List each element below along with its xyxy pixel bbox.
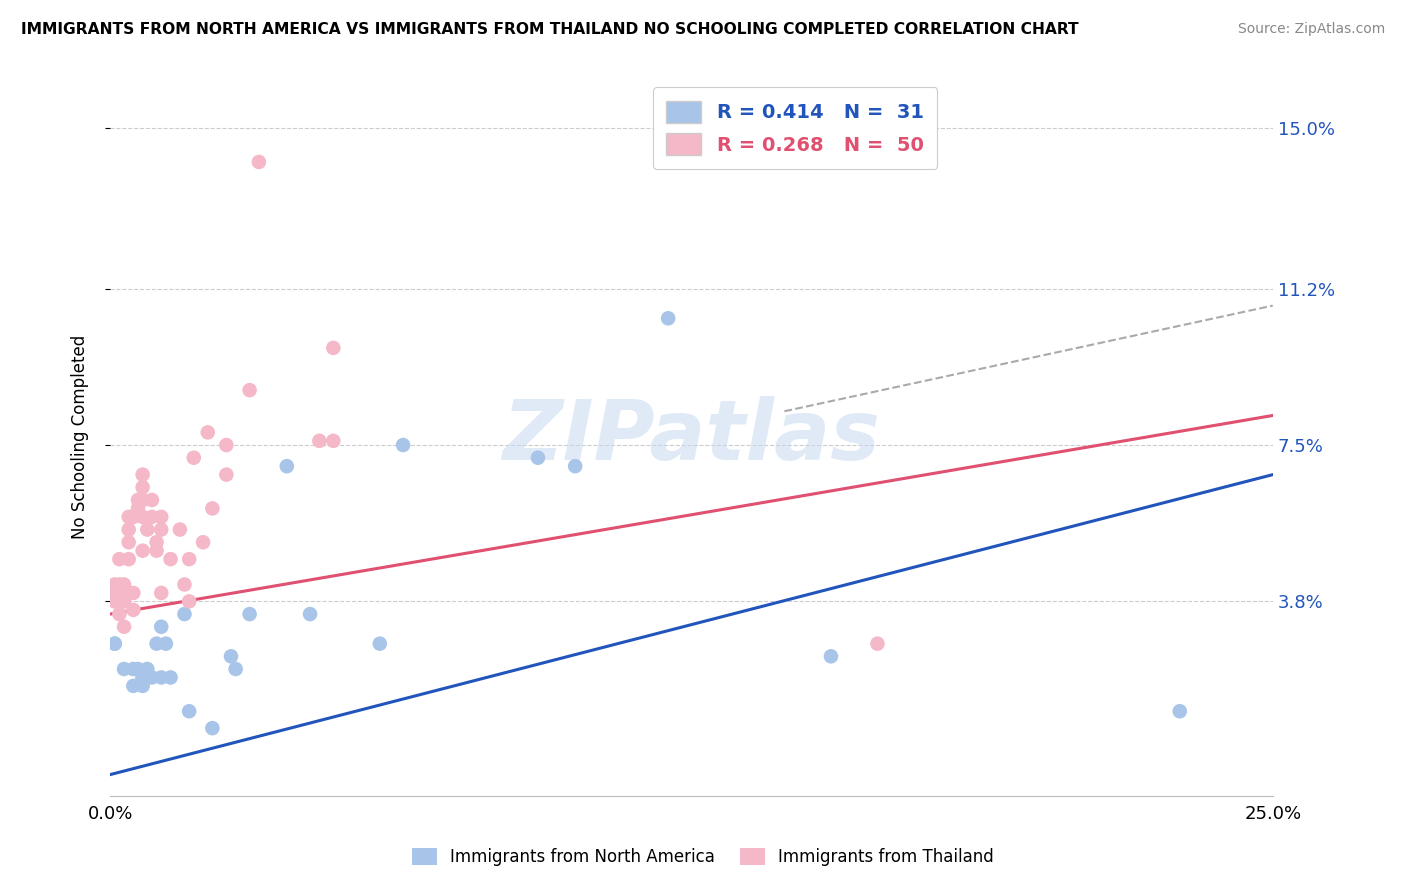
Point: [299, 607, 322, 621]
Point: [239, 607, 262, 621]
Point: [179, 552, 201, 566]
Point: [118, 586, 141, 600]
Point: [239, 383, 262, 397]
Point: [368, 637, 391, 651]
Point: [392, 438, 415, 452]
Point: [527, 450, 550, 465]
Point: [183, 450, 205, 465]
Point: [225, 662, 247, 676]
Point: [564, 459, 586, 474]
Point: [308, 434, 330, 448]
Point: [118, 523, 141, 537]
Point: [127, 662, 149, 676]
Point: [150, 509, 173, 524]
Point: [820, 649, 842, 664]
Point: [136, 523, 159, 537]
Point: [173, 607, 195, 621]
Text: Source: ZipAtlas.com: Source: ZipAtlas.com: [1237, 22, 1385, 37]
Point: [122, 662, 145, 676]
Point: [155, 637, 177, 651]
Point: [131, 679, 153, 693]
Point: [112, 662, 135, 676]
Point: [159, 670, 181, 684]
Point: [191, 535, 214, 549]
Text: IMMIGRANTS FROM NORTH AMERICA VS IMMIGRANTS FROM THAILAND NO SCHOOLING COMPLETED: IMMIGRANTS FROM NORTH AMERICA VS IMMIGRA…: [21, 22, 1078, 37]
Point: [112, 594, 135, 608]
Point: [866, 637, 889, 651]
Point: [141, 493, 163, 508]
Legend: Immigrants from North America, Immigrants from Thailand: Immigrants from North America, Immigrant…: [404, 840, 1002, 875]
Point: [118, 535, 141, 549]
Point: [108, 607, 131, 621]
Point: [322, 341, 344, 355]
Point: [104, 637, 127, 651]
Point: [104, 577, 127, 591]
Point: [127, 493, 149, 508]
Point: [141, 509, 163, 524]
Point: [657, 311, 679, 326]
Point: [145, 637, 167, 651]
Point: [104, 637, 127, 651]
Y-axis label: No Schooling Completed: No Schooling Completed: [72, 334, 89, 539]
Point: [104, 594, 127, 608]
Point: [201, 501, 224, 516]
Point: [112, 620, 135, 634]
Point: [118, 552, 141, 566]
Point: [169, 523, 191, 537]
Point: [122, 586, 145, 600]
Point: [145, 535, 167, 549]
Point: [131, 509, 153, 524]
Point: [150, 620, 173, 634]
Point: [136, 662, 159, 676]
Point: [150, 586, 173, 600]
Point: [131, 480, 153, 494]
Point: [127, 501, 149, 516]
Text: ZIPatlas: ZIPatlas: [502, 396, 880, 477]
Point: [150, 670, 173, 684]
Point: [179, 704, 201, 718]
Point: [118, 509, 141, 524]
Point: [108, 552, 131, 566]
Point: [219, 649, 242, 664]
Point: [131, 543, 153, 558]
Point: [1168, 704, 1191, 718]
Legend: R = 0.414   N =  31, R = 0.268   N =  50: R = 0.414 N = 31, R = 0.268 N = 50: [652, 87, 938, 169]
Point: [131, 493, 153, 508]
Point: [122, 509, 145, 524]
Point: [112, 577, 135, 591]
Point: [276, 459, 298, 474]
Point: [112, 586, 135, 600]
Point: [322, 434, 344, 448]
Point: [159, 552, 181, 566]
Point: [131, 670, 153, 684]
Point: [179, 594, 201, 608]
Point: [145, 543, 167, 558]
Point: [201, 721, 224, 735]
Point: [173, 577, 195, 591]
Point: [215, 438, 238, 452]
Point: [104, 586, 127, 600]
Point: [122, 679, 145, 693]
Point: [150, 523, 173, 537]
Point: [108, 577, 131, 591]
Point: [247, 155, 270, 169]
Point: [215, 467, 238, 482]
Point: [197, 425, 219, 440]
Point: [141, 670, 163, 684]
Point: [122, 603, 145, 617]
Point: [131, 467, 153, 482]
Point: [131, 670, 153, 684]
